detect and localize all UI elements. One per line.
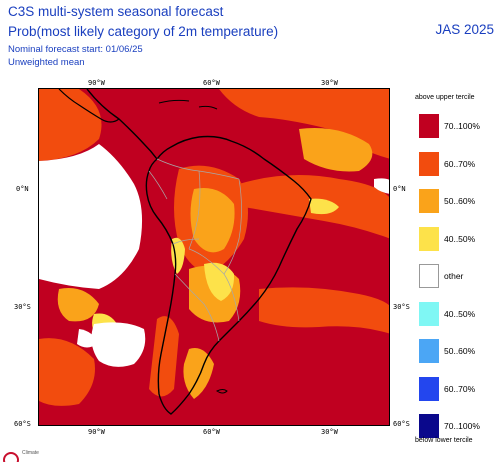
legend-item: 60..70% bbox=[419, 151, 498, 176]
region-60-nw-pacific bbox=[39, 89, 102, 161]
forecast-start-note: Nominal forecast start: 01/06/25 bbox=[8, 44, 143, 55]
region-50-amazon-core bbox=[190, 188, 235, 253]
lon-tick-bottom-60w: 60°W bbox=[203, 428, 220, 436]
region-50-patagonia bbox=[183, 348, 214, 399]
legend-label: 50..60% bbox=[444, 346, 476, 356]
legend-swatch bbox=[419, 226, 439, 251]
legend-swatch bbox=[419, 414, 439, 438]
mean-type-note: Unweighted mean bbox=[8, 57, 85, 68]
legend-swatch bbox=[419, 264, 439, 288]
legend-item: 70..100% bbox=[419, 414, 498, 438]
coastline-central-america bbox=[58, 89, 120, 123]
forecast-map-svg bbox=[39, 89, 389, 425]
lat-tick-right-0: 0°N bbox=[393, 185, 406, 193]
legend-label: 70..100% bbox=[444, 421, 480, 431]
lon-tick-top-90w: 90°W bbox=[88, 79, 105, 87]
region-50-pacific-south bbox=[57, 288, 99, 322]
legend-item: 40..50% bbox=[419, 226, 498, 251]
lat-tick-right-30s: 30°S bbox=[393, 303, 410, 311]
climate-logo-icon bbox=[3, 452, 19, 467]
legend-item: 70..100% bbox=[419, 114, 498, 138]
c3s-logo: Climate bbox=[2, 448, 62, 467]
legend-item: 50..60% bbox=[419, 189, 498, 213]
lat-tick-right-60s: 60°S bbox=[393, 420, 410, 428]
legend-swatch bbox=[419, 189, 439, 213]
coastline-caribbean-islands bbox=[158, 99, 218, 110]
forecast-map bbox=[38, 88, 390, 426]
legend-lower-caption: below lower tercile bbox=[415, 437, 473, 444]
lon-tick-top-30w: 30°W bbox=[321, 79, 338, 87]
region-other-pacific-south bbox=[91, 322, 146, 367]
lon-tick-bottom-30w: 30°W bbox=[321, 428, 338, 436]
lat-tick-left-60s: 60°S bbox=[14, 420, 31, 428]
map-title: C3S multi-system seasonal forecast bbox=[8, 4, 224, 19]
legend-swatch bbox=[419, 301, 439, 326]
region-60-andes-strip bbox=[149, 316, 179, 397]
region-other-pacific-south-2 bbox=[77, 329, 97, 348]
falkland-islands bbox=[216, 389, 228, 394]
region-60-south-atlantic-band bbox=[259, 287, 389, 334]
legend-swatch bbox=[419, 114, 439, 138]
legend-label: other bbox=[444, 271, 464, 281]
region-40-atlantic-mid bbox=[309, 198, 339, 215]
logo-text: Climate bbox=[22, 450, 39, 456]
legend-swatch bbox=[419, 376, 439, 401]
season-label: JAS 2025 bbox=[435, 22, 494, 37]
legend-item: 60..70% bbox=[419, 376, 498, 401]
legend-upper-caption: above upper tercile bbox=[415, 94, 475, 101]
legend-swatch bbox=[419, 151, 439, 176]
lon-tick-top-60w: 60°W bbox=[203, 79, 220, 87]
legend-label: 40..50% bbox=[444, 233, 476, 244]
legend-label: 50..60% bbox=[444, 196, 476, 206]
legend-label: 40..50% bbox=[444, 308, 476, 319]
region-60-caribbean-east bbox=[219, 89, 389, 159]
region-40-andes-central bbox=[171, 237, 185, 274]
lat-tick-left-0: 0°N bbox=[16, 185, 29, 193]
map-subtitle: Prob(most likely category of 2m temperat… bbox=[8, 24, 279, 39]
region-other-atlantic-east bbox=[374, 178, 389, 194]
lat-tick-left-30s: 30°S bbox=[14, 303, 31, 311]
legend-label: 60..70% bbox=[444, 383, 476, 394]
legend-item: other bbox=[419, 264, 498, 288]
region-60-southeast-pacific bbox=[39, 338, 95, 406]
region-50-atlantic-east bbox=[299, 128, 373, 172]
legend-label: 60..70% bbox=[444, 158, 476, 169]
legend-swatch bbox=[419, 339, 439, 363]
national-borders bbox=[148, 158, 242, 342]
legend-item: 40..50% bbox=[419, 301, 498, 326]
lon-tick-bottom-90w: 90°W bbox=[88, 428, 105, 436]
region-40-parana bbox=[204, 262, 235, 301]
legend-item: 50..60% bbox=[419, 339, 498, 363]
legend-label: 70..100% bbox=[444, 121, 480, 131]
region-other-pacific-north bbox=[39, 144, 143, 289]
legend: above upper tercile 70..100% 60..70% 50..6… bbox=[412, 94, 498, 449]
